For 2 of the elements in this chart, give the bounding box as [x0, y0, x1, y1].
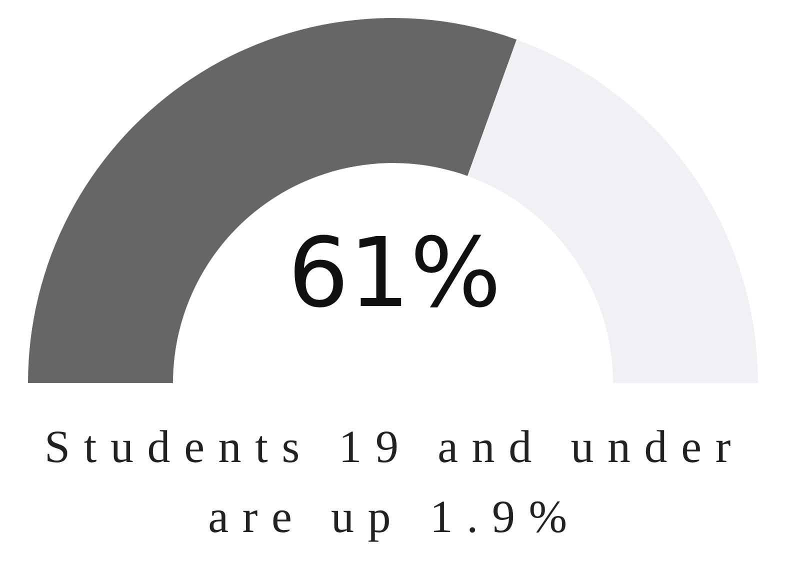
text: Students 19 and under are up 1.9% — [44, 420, 746, 544]
data-label: 61% — [288, 217, 502, 329]
